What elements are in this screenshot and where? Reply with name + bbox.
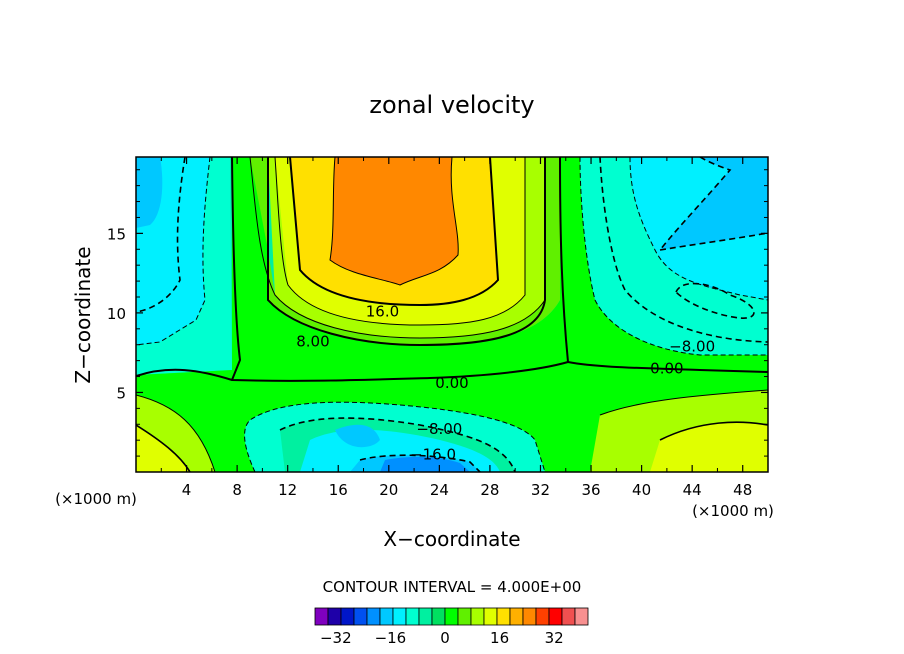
contour-zero: [136, 360, 768, 382]
contour-plus4-lower: [136, 389, 768, 472]
contour-minus8-right: [599, 157, 768, 343]
x-axis-label: X−coordinate: [383, 527, 520, 551]
colorbar-swatch: [353, 607, 368, 626]
band-lower-right-yellow: [650, 422, 768, 472]
colorbar-swatch: [340, 607, 355, 626]
contour-labels: 16.0 8.00 0.00 −8.00 −16.0 −8.00 0.00: [296, 302, 715, 463]
contour-label: −16.0: [410, 446, 456, 464]
band-lower-left-yellow: [136, 425, 190, 472]
colorbar-swatch: [366, 607, 381, 626]
colorbar: −32 −16 0 16 32: [314, 607, 589, 647]
contour-minus8-left: [136, 157, 186, 313]
x-tick-label: 36: [581, 481, 600, 499]
x-tick-label: 44: [683, 481, 702, 499]
colorbar-swatch: [496, 607, 511, 626]
contour-minus16-right: [659, 157, 768, 251]
colorbar-tick-label: 16: [490, 629, 509, 647]
colorbar-swatch: [483, 607, 498, 626]
colorbar-swatch: [314, 607, 329, 626]
y-tick-label: 15: [107, 225, 126, 243]
x-tick-label: 32: [531, 481, 550, 499]
x-tick-label: 12: [278, 481, 297, 499]
colorbar-swatch: [470, 607, 485, 626]
x-unit-right: (×1000 m): [692, 502, 774, 520]
contour-plus12: [274, 157, 526, 326]
contour-label: −8.00: [669, 337, 715, 355]
colorbar-swatch: [522, 607, 537, 626]
contour-plus8: [267, 157, 546, 347]
colorbar-tick-label: −32: [320, 629, 352, 647]
x-tick-label: 16: [329, 481, 348, 499]
colorbar-swatch: [444, 607, 459, 626]
contour-zero-upper: [231, 157, 242, 381]
contour-label: −8.00: [416, 420, 462, 438]
contour-minus12-right: [629, 157, 768, 301]
contour-minus4-left: [136, 157, 211, 346]
contour-label: 0.00: [650, 360, 683, 378]
x-tick-label: 20: [379, 481, 398, 499]
contour-minus16-lower: [359, 454, 481, 472]
band-lower-core: [380, 456, 470, 472]
x-tick-label: 28: [480, 481, 499, 499]
colorbar-swatch: [548, 607, 563, 626]
band-left-blue: [136, 157, 163, 228]
contour-minus4-lower: [244, 401, 546, 472]
x-tick-label: 48: [733, 481, 752, 499]
colorbar-swatch: [405, 607, 420, 626]
colorbar-swatch: [431, 607, 446, 626]
colorbar-swatch: [457, 607, 472, 626]
band-minus4: [136, 157, 768, 375]
y-tick-label: 10: [107, 305, 126, 323]
y-axis-ticks: 5 10 15: [107, 169, 768, 457]
contour-minus8-lower: [279, 417, 516, 472]
contour-minus16-blob: [675, 282, 755, 319]
contour-interval-text: CONTOUR INTERVAL = 4.000E+00: [323, 578, 582, 596]
x-axis-ticks: 4 8 12 16 20 24 28 32 36 40 44 48: [160, 157, 752, 499]
colorbar-swatch: [327, 607, 342, 626]
colorbar-swatch: [418, 607, 433, 626]
colorbar-swatch: [574, 607, 589, 626]
contour-plus20: [329, 157, 459, 286]
contour-label: 0.00: [435, 374, 468, 392]
contour-plus4: [249, 157, 546, 339]
x-unit-left: (×1000 m): [55, 490, 137, 508]
colorbar-swatch: [535, 607, 550, 626]
x-tick-label: 24: [430, 481, 449, 499]
colorbar-swatch: [561, 607, 576, 626]
colorbar-tick-label: −16: [375, 629, 407, 647]
y-tick-label: 5: [116, 384, 126, 402]
x-tick-label: 8: [232, 481, 242, 499]
plot-area: 16.0 8.00 0.00 −8.00 −16.0 −8.00 0.00: [136, 157, 768, 472]
contour-zero-right: [559, 157, 569, 363]
y-axis-label: Z−coordinate: [71, 246, 95, 383]
x-tick-label: 4: [182, 481, 192, 499]
colorbar-tick-label: 32: [545, 629, 564, 647]
band-zero: [136, 157, 768, 472]
band-plus20-core: [330, 157, 459, 285]
contour-minus4-right: [579, 157, 768, 356]
band-lower-left-green: [136, 395, 215, 472]
contour-plus16: [289, 157, 500, 307]
contour-label: 16.0: [366, 302, 399, 320]
chart-title: zonal velocity: [369, 91, 534, 119]
plot-frame: [135, 156, 769, 473]
x-tick-label: 40: [632, 481, 651, 499]
band-right-blue: [660, 157, 768, 250]
colorbar-swatch: [379, 607, 394, 626]
colorbar-swatch: [392, 607, 407, 626]
contour-lines: [136, 157, 768, 472]
contour-label: 8.00: [296, 333, 329, 351]
colorbar-tick-label: 0: [440, 629, 450, 647]
colorbar-swatch: [509, 607, 524, 626]
